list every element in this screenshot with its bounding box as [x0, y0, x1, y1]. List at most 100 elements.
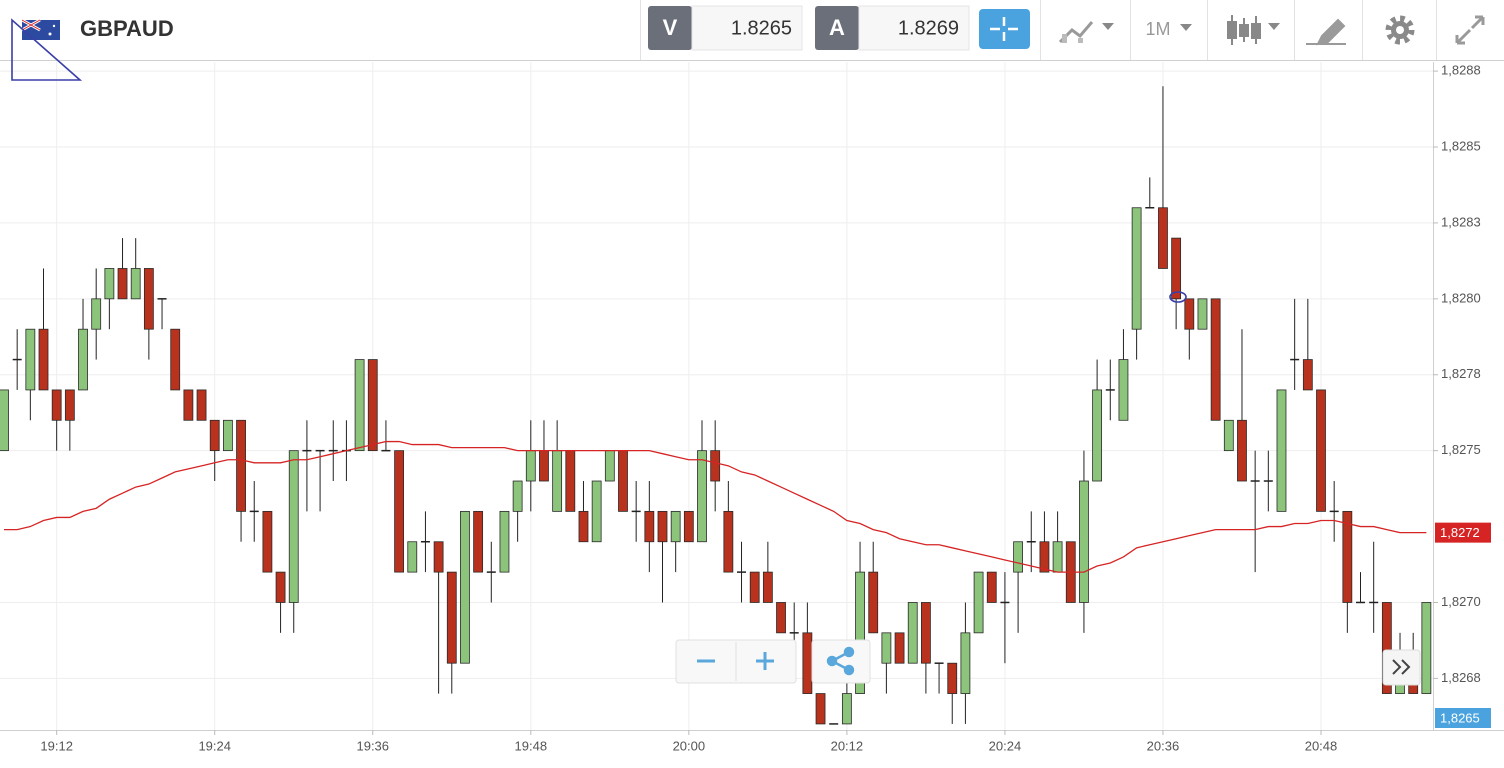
x-tick-label: 19:24: [198, 738, 231, 753]
candle-body: [288, 450, 299, 603]
candle-body: [1158, 207, 1168, 269]
candle-body: [565, 450, 576, 512]
candle-body: [157, 298, 167, 300]
last-price-box: [1435, 708, 1491, 728]
candle-body: [354, 359, 365, 452]
settings-button[interactable]: [1385, 15, 1415, 45]
candle-body: [25, 328, 36, 391]
ask-label: A: [829, 15, 845, 40]
candle-body: [1171, 237, 1182, 300]
candle-body: [407, 541, 418, 573]
scroll-end-button[interactable]: [1382, 649, 1421, 686]
candle-body: [275, 571, 286, 603]
drawn-triangle: [11, 18, 83, 81]
y-tick-label: 1,8268: [1441, 670, 1481, 685]
candle-body: [1145, 206, 1155, 209]
candle-body: [881, 632, 892, 664]
candle-body: [446, 571, 457, 664]
candle-body: [1131, 207, 1142, 330]
candle-body: [512, 480, 523, 512]
draw-tool-button[interactable]: [1306, 18, 1346, 46]
candle-body: [1013, 541, 1023, 573]
candle-body: [1026, 540, 1036, 543]
price-labels: 1,8272 1,8265: [1435, 522, 1491, 728]
candle-body: [591, 480, 602, 543]
candle-body: [1197, 298, 1208, 330]
candle-body: [723, 510, 734, 573]
candle-body: [973, 571, 984, 634]
ask-box: [858, 5, 970, 51]
candle-body: [552, 450, 563, 512]
candle-body: [1092, 389, 1103, 482]
candle-body: [631, 510, 641, 513]
candle-body: [710, 450, 721, 482]
candle-body: [1263, 480, 1273, 482]
candle-body: [947, 662, 958, 694]
candle-body: [657, 510, 668, 543]
candle-body: [1356, 601, 1366, 604]
bid-price: 1.8265: [731, 17, 792, 39]
crosshair-icon: [990, 17, 1018, 41]
candle-body: [907, 602, 918, 664]
candle-body: [604, 450, 615, 482]
share-button[interactable]: [826, 646, 855, 676]
candle-body: [1079, 480, 1089, 603]
candle-body: [420, 540, 430, 543]
candle-body: [1000, 601, 1010, 604]
flag-icon: [21, 18, 60, 40]
y-tick-label: 1,8278: [1441, 366, 1481, 381]
candle-body: [0, 389, 9, 452]
zoom-in-button[interactable]: [756, 652, 774, 670]
y-tick-label: 1,8280: [1441, 290, 1481, 305]
candle-body: [644, 510, 655, 543]
timeframe[interactable]: 1M: [1145, 19, 1170, 39]
candle-body: [749, 571, 760, 603]
ask-button[interactable]: [815, 6, 859, 50]
candle-type-button[interactable]: [1227, 15, 1280, 45]
candle-body: [130, 268, 141, 300]
candle-body: [433, 541, 444, 573]
candle-body: [737, 571, 747, 573]
candle-body: [381, 449, 391, 452]
candle-body: [1290, 358, 1300, 361]
candle-body: [1052, 541, 1063, 573]
bid-box: [691, 5, 803, 51]
last-price-label: 1,8265: [1440, 710, 1480, 725]
candle-body: [78, 328, 88, 391]
candle-body: [986, 571, 997, 603]
candle-body: [525, 450, 536, 482]
candle-body: [1302, 359, 1313, 391]
timeframe-caret: [1180, 24, 1192, 31]
symbol: GBPAUD: [80, 16, 174, 41]
zoom-controls: [675, 639, 871, 684]
chart-type-button[interactable]: [1058, 21, 1114, 44]
fullscreen-button[interactable]: [1455, 15, 1485, 45]
x-tick-label: 20:24: [989, 738, 1022, 753]
candle-body: [1223, 419, 1234, 452]
candle-body: [209, 419, 220, 452]
candle-body: [670, 510, 681, 543]
y-tick-label: 1,8275: [1441, 442, 1481, 457]
candle-body: [1342, 510, 1353, 603]
candle-body: [1316, 389, 1326, 512]
candle-body: [841, 693, 852, 725]
candle-body: [960, 632, 971, 694]
x-tick-label: 20:48: [1305, 738, 1338, 753]
candle-body: [91, 298, 102, 330]
candle-body: [855, 571, 865, 694]
y-tick-label: 1,8288: [1441, 63, 1481, 78]
x-tick-label: 19:48: [515, 738, 548, 753]
candle-body: [762, 571, 773, 603]
candle-body: [789, 632, 799, 634]
bid-button[interactable]: [648, 6, 692, 50]
candle-body: [1276, 389, 1287, 512]
candle-body: [394, 450, 405, 573]
crosshair-button[interactable]: [979, 9, 1030, 49]
candle-body: [117, 268, 128, 300]
plot-area: 1,8288 1,8285 1,8283 1,8280 1,8278 1,8275 1,82…: [0, 62, 1504, 753]
candle-body: [104, 268, 115, 300]
candle-body: [460, 510, 470, 664]
candle-body: [697, 450, 707, 543]
candle-body: [618, 450, 628, 512]
